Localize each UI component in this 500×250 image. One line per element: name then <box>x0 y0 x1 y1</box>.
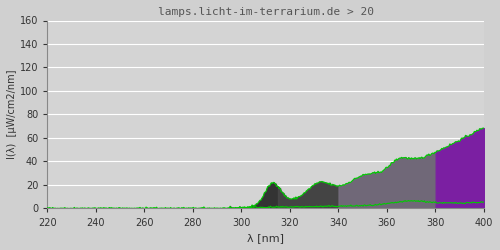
Y-axis label: I(λ)  [μW/cm2/nm]: I(λ) [μW/cm2/nm] <box>7 70 17 159</box>
X-axis label: λ [nm]: λ [nm] <box>247 233 284 243</box>
Title: lamps.licht-im-terrarium.de > 20: lamps.licht-im-terrarium.de > 20 <box>158 7 374 17</box>
